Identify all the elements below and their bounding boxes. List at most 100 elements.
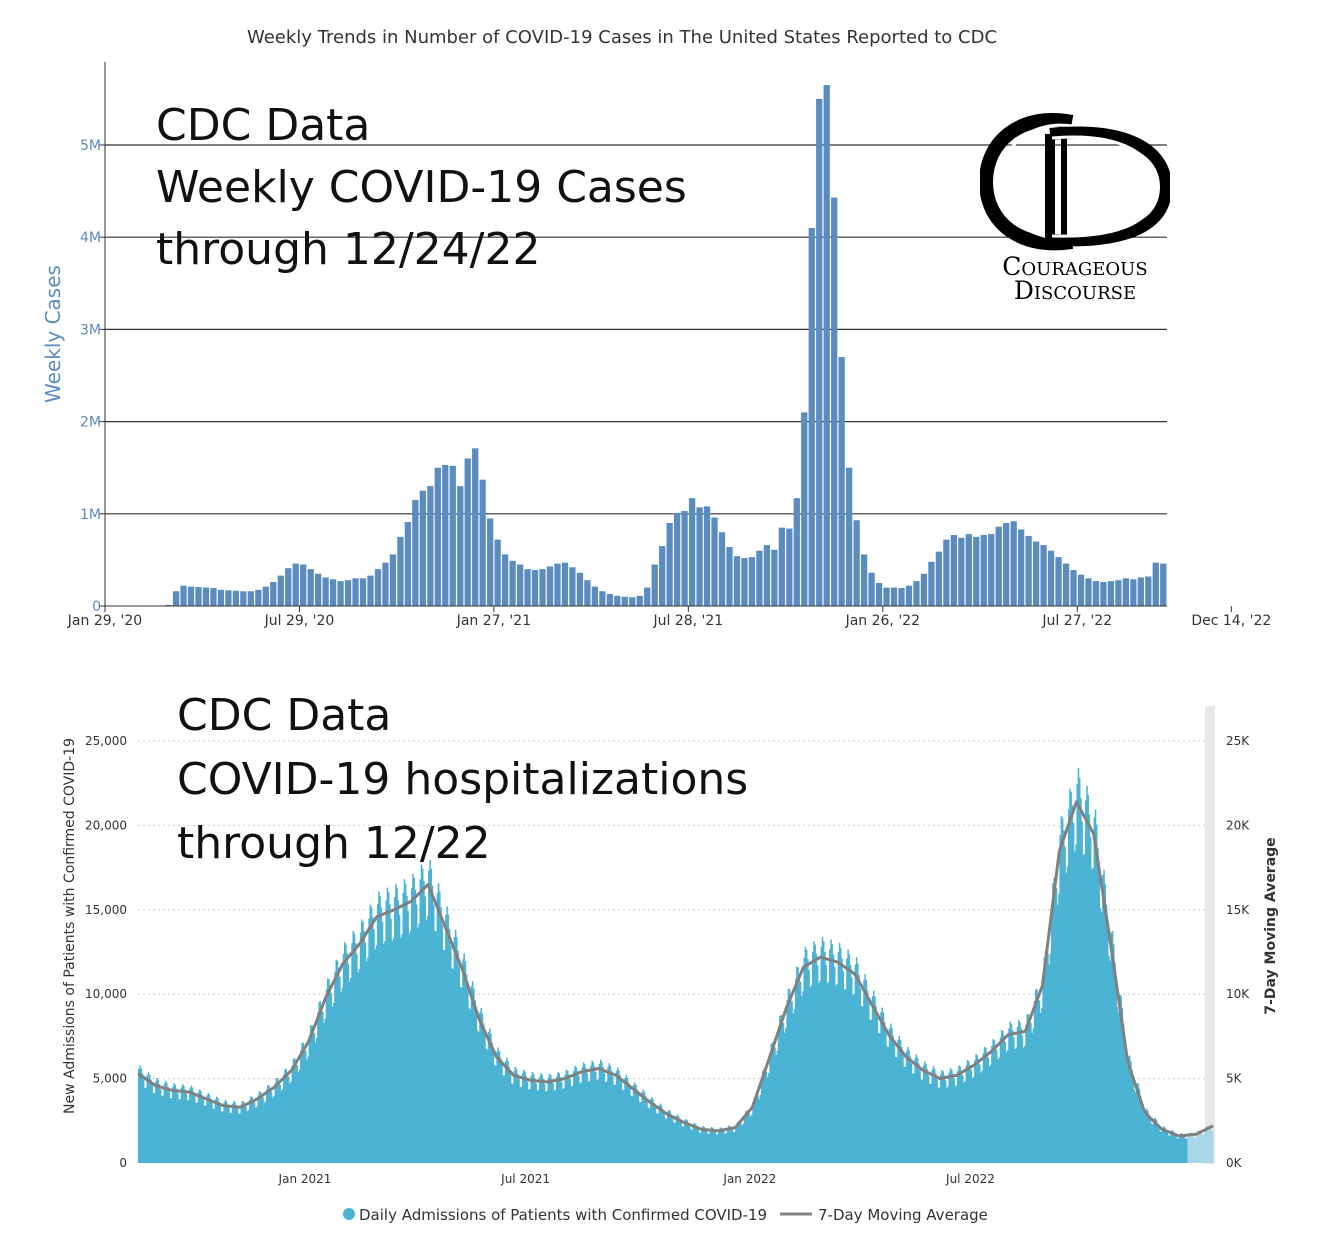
bottom-bar bbox=[285, 1069, 287, 1163]
bottom-overlay-line3: through 12/22 bbox=[177, 818, 491, 869]
bottom-bar bbox=[1041, 1008, 1043, 1163]
bottom-bar bbox=[588, 1080, 591, 1163]
bottom-bar bbox=[875, 1006, 877, 1163]
bottom-bar bbox=[311, 1024, 313, 1163]
bottom-bar bbox=[1088, 814, 1091, 1163]
top-bar bbox=[232, 590, 240, 606]
bottom-bar bbox=[546, 1090, 548, 1163]
bottom-bar bbox=[261, 1094, 263, 1163]
bottom-bar bbox=[776, 1050, 779, 1163]
top-bar bbox=[621, 596, 628, 606]
bottom-bar bbox=[513, 1070, 515, 1163]
top-y-tick-label: 1M bbox=[80, 507, 101, 523]
top-y-tick-label: 2M bbox=[80, 415, 101, 431]
top-bar bbox=[846, 467, 853, 606]
bottom-bar bbox=[1163, 1126, 1165, 1163]
bottom-bar bbox=[326, 978, 329, 1163]
bottom-bar bbox=[158, 1084, 161, 1163]
bottom-bar bbox=[1130, 1061, 1132, 1163]
bottom-bar bbox=[298, 1069, 301, 1163]
bottom-bar bbox=[896, 1057, 898, 1163]
bottom-bar bbox=[1171, 1130, 1174, 1163]
bottom-bar bbox=[147, 1072, 150, 1163]
top-bar bbox=[853, 520, 860, 606]
top-x-tick-label: Dec 14, '22 bbox=[1191, 613, 1271, 629]
bottom-bar bbox=[1132, 1078, 1135, 1163]
bottom-bar bbox=[916, 1057, 919, 1163]
bottom-bar bbox=[710, 1126, 713, 1163]
bottom-bar bbox=[223, 1102, 225, 1163]
bottom-bar bbox=[1002, 1030, 1004, 1163]
bottom-bar bbox=[1152, 1124, 1154, 1163]
top-bar bbox=[292, 563, 299, 606]
bottom-bar bbox=[206, 1095, 208, 1163]
bottom-bar bbox=[810, 984, 813, 1163]
bottom-bar bbox=[1143, 1114, 1146, 1163]
top-bar bbox=[487, 518, 494, 606]
bottom-bar bbox=[1032, 1028, 1035, 1163]
bottom-bar bbox=[406, 895, 408, 1163]
bottom-bar bbox=[1098, 874, 1100, 1163]
bottom-bar bbox=[498, 1051, 501, 1163]
bottom-bar bbox=[145, 1087, 147, 1163]
bottom-bar bbox=[162, 1095, 164, 1163]
bottom-right-tick-label: 15K bbox=[1226, 903, 1250, 917]
bottom-bar bbox=[312, 1028, 314, 1163]
top-bar bbox=[322, 577, 329, 606]
bottom-bar bbox=[624, 1077, 626, 1163]
bottom-bar bbox=[474, 1000, 476, 1163]
bottom-y-tick-label: 15,000 bbox=[85, 903, 127, 917]
bottom-bar bbox=[380, 907, 383, 1163]
bottom-bar bbox=[657, 1113, 659, 1163]
bottom-right-axis-label: 7-Day Moving Average bbox=[1263, 837, 1279, 1014]
bottom-bar bbox=[690, 1129, 692, 1163]
bottom-bar bbox=[872, 990, 875, 1163]
bottom-bar bbox=[445, 914, 447, 1163]
bottom-bar bbox=[183, 1085, 185, 1163]
bottom-bar bbox=[924, 1061, 926, 1163]
bottom-bar bbox=[203, 1105, 206, 1163]
top-bar bbox=[890, 587, 898, 606]
bottom-bar bbox=[960, 1070, 963, 1163]
bottom-bar bbox=[1177, 1138, 1180, 1163]
bottom-bar bbox=[172, 1086, 174, 1163]
top-bar bbox=[920, 573, 928, 606]
bottom-bar bbox=[762, 1070, 764, 1163]
bottom-bar bbox=[412, 873, 414, 1163]
bottom-bar bbox=[576, 1071, 579, 1163]
bottom-bar bbox=[804, 946, 807, 1163]
bottom-bar bbox=[1125, 1059, 1127, 1163]
bottom-bar bbox=[556, 1076, 558, 1163]
bottom-bar bbox=[954, 1086, 957, 1163]
bottom-bar bbox=[476, 1030, 479, 1163]
bottom-bar bbox=[168, 1091, 170, 1163]
bottom-bar bbox=[1011, 1030, 1014, 1163]
top-bar bbox=[524, 569, 531, 606]
bottom-bar bbox=[187, 1099, 190, 1163]
bottom-bar bbox=[211, 1102, 213, 1163]
bottom-bar bbox=[440, 907, 442, 1163]
bottom-bar bbox=[1067, 809, 1070, 1163]
bottom-bar bbox=[824, 952, 826, 1163]
bottom-bar bbox=[964, 1081, 966, 1163]
bottom-bar bbox=[302, 1042, 305, 1163]
bottom-bar bbox=[142, 1079, 145, 1163]
bottom-bar bbox=[1109, 960, 1111, 1163]
bottom-bar bbox=[441, 924, 444, 1163]
bottom-bar bbox=[725, 1133, 727, 1163]
bottom-bar bbox=[993, 1040, 996, 1163]
bottom-bar bbox=[526, 1081, 529, 1163]
bottom-bar bbox=[530, 1076, 532, 1163]
bottom-bar bbox=[250, 1096, 252, 1163]
bottom-bar bbox=[723, 1130, 725, 1163]
bottom-bar bbox=[506, 1057, 508, 1163]
bottom-bar bbox=[1028, 1017, 1031, 1163]
bottom-bar bbox=[534, 1078, 536, 1163]
bottom-bar bbox=[218, 1101, 220, 1163]
bottom-bar bbox=[275, 1078, 278, 1163]
bottom-bar bbox=[562, 1089, 564, 1163]
top-bar bbox=[703, 506, 711, 606]
bottom-bar bbox=[568, 1074, 570, 1163]
bottom-bar bbox=[652, 1099, 654, 1163]
bottom-bar bbox=[1176, 1138, 1178, 1163]
